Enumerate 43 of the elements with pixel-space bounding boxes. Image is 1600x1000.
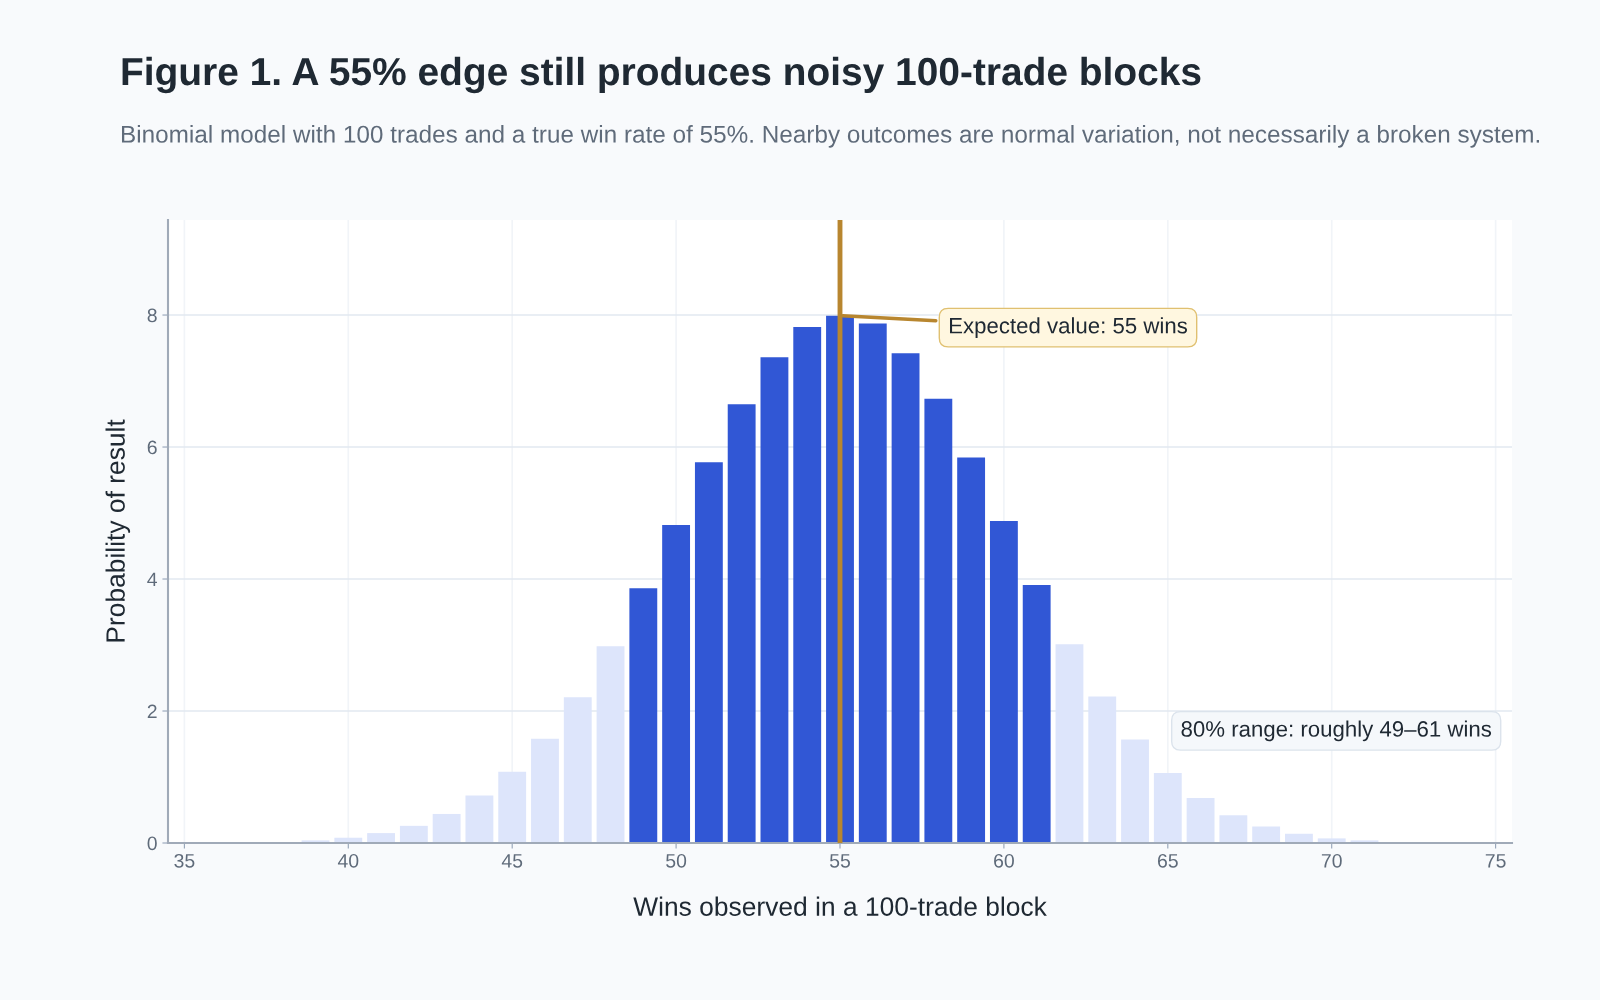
- bar: [760, 357, 789, 843]
- bar: [694, 462, 723, 843]
- bar: [957, 457, 986, 843]
- y-tick-label: 0: [147, 836, 157, 851]
- bar: [891, 353, 920, 843]
- bar: [924, 398, 953, 843]
- y-axis-title: Probability of result: [105, 419, 131, 642]
- bar: [989, 520, 1018, 843]
- x-tick-label: 55: [829, 854, 850, 868]
- y-tick-label: 8: [147, 308, 157, 323]
- bar: [432, 813, 461, 843]
- bar: [399, 825, 428, 843]
- bar: [465, 795, 494, 843]
- chart-subtitle: Binomial model with 100 trades and a true win rate of 55%. Nearby outcomes are normal variation, not necessarily a broken system.: [121, 125, 1539, 148]
- x-tick-label: 40: [337, 853, 359, 868]
- bar: [1153, 773, 1182, 843]
- bar: [793, 326, 822, 843]
- bar: [1022, 584, 1051, 843]
- x-tick-label: 75: [1485, 854, 1506, 868]
- bar: [662, 524, 691, 843]
- bar: [367, 833, 395, 843]
- bar: [1219, 815, 1248, 843]
- y-tick-label: 2: [147, 704, 157, 719]
- chart-title: Figure 1. A 55% edge still produces noisy 100-trade blocks: [122, 56, 1201, 94]
- bar: [1121, 739, 1149, 843]
- x-tick-label: 60: [994, 853, 1014, 868]
- bar: [531, 738, 559, 843]
- bar: [498, 771, 527, 843]
- ref-line-label: Expected value: 55 wins: [950, 317, 1188, 338]
- x-tick-label: 50: [666, 853, 687, 868]
- bar: [858, 323, 887, 843]
- x-tick-label: 70: [1321, 853, 1342, 868]
- bar: [727, 404, 756, 843]
- y-tick-label: 4: [147, 572, 158, 587]
- annotation: 80% range: roughly 49–61 wins: [1181, 720, 1492, 742]
- y-tick-label: 6: [147, 440, 157, 455]
- bar: [1252, 826, 1281, 843]
- x-tick-label: 35: [174, 853, 195, 868]
- x-axis-title: Wins observed in a 100-trade block: [633, 896, 1047, 916]
- bar: [1186, 798, 1215, 843]
- x-tick-label: 65: [1157, 853, 1178, 868]
- bar: [629, 588, 658, 843]
- x-tick-label: 45: [501, 854, 523, 868]
